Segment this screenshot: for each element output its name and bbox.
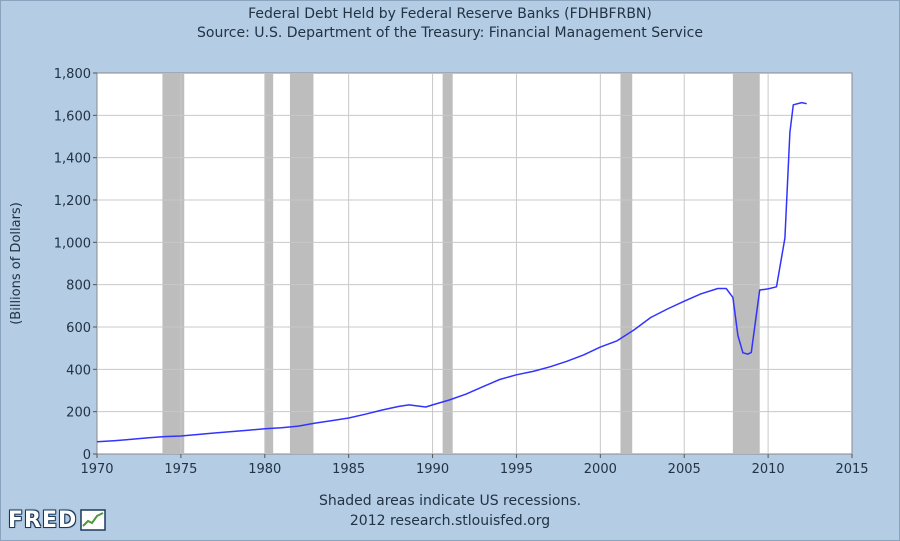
y-tick-label: 1,600 bbox=[54, 109, 91, 124]
x-tick-label: 1980 bbox=[248, 462, 281, 477]
axis-ticks: 0 200 400 600 800 1,000 1,200 1,400 1,600 1,800 19… bbox=[54, 67, 869, 477]
fred-chart-icon bbox=[80, 509, 107, 531]
chart-title: Federal Debt Held by Federal Reserve Ban… bbox=[248, 6, 652, 22]
x-tick-label: 2010 bbox=[752, 462, 785, 477]
y-tick-label: 0 bbox=[83, 448, 91, 463]
fred-logo[interactable]: FRED bbox=[8, 505, 107, 535]
series-line-group bbox=[96, 101, 807, 443]
series-line-0 bbox=[96, 101, 807, 443]
recession-band-1 bbox=[264, 73, 274, 454]
recession-bands bbox=[162, 73, 760, 454]
recession-band-2 bbox=[289, 73, 314, 454]
y-tick-label: 600 bbox=[66, 321, 91, 336]
x-tick-label: 2000 bbox=[584, 462, 617, 477]
y-tick-label: 1,000 bbox=[54, 236, 91, 251]
x-tick-label: 2005 bbox=[668, 462, 701, 477]
recession-band-5 bbox=[732, 73, 760, 454]
x-tick-label: 1990 bbox=[416, 462, 449, 477]
y-axis-label: (Billions of Dollars) bbox=[9, 202, 24, 325]
fred-logo-text: FRED bbox=[8, 507, 78, 533]
source-credit: 2012 research.stlouisfed.org bbox=[349, 513, 551, 529]
x-tick-label: 2015 bbox=[835, 462, 868, 477]
y-tick-label: 1,200 bbox=[54, 194, 91, 209]
y-tick-label: 1,800 bbox=[54, 67, 91, 82]
recession-band-3 bbox=[442, 73, 453, 454]
x-tick-label: 1995 bbox=[500, 462, 533, 477]
recession-note: Shaded areas indicate US recessions. bbox=[318, 493, 582, 509]
x-tick-label: 1985 bbox=[332, 462, 365, 477]
y-tick-label: 800 bbox=[66, 279, 91, 294]
chart-subtitle: Source: U.S. Department of the Treasury:… bbox=[197, 25, 703, 41]
y-tick-label: 200 bbox=[66, 406, 91, 421]
y-tick-label: 1,400 bbox=[54, 152, 91, 167]
y-tick-label: 400 bbox=[66, 363, 91, 378]
gridlines bbox=[97, 73, 852, 454]
x-tick-label: 1970 bbox=[80, 462, 113, 477]
recession-band-4 bbox=[620, 73, 633, 454]
x-tick-label: 1975 bbox=[164, 462, 197, 477]
recession-band-0 bbox=[162, 73, 185, 454]
